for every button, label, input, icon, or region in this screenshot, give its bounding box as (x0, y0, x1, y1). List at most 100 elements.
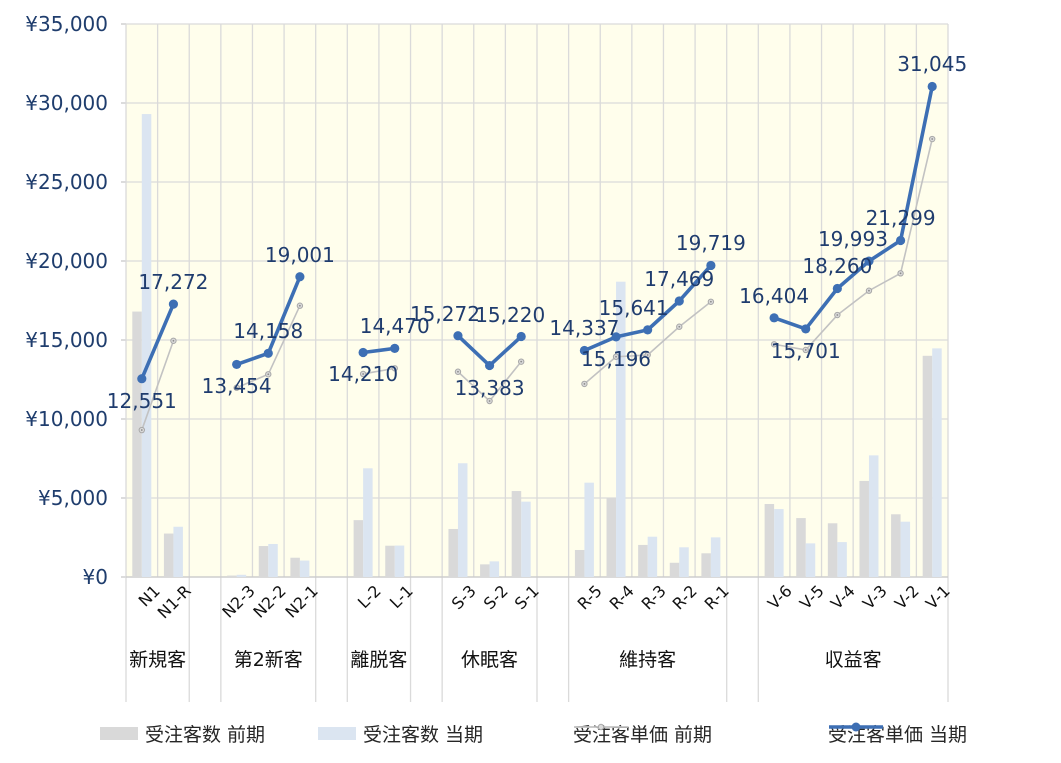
bar-curr-L-1[interactable] (394, 545, 405, 577)
marker-prev-dot (804, 349, 807, 351)
marker-curr-R-3[interactable] (643, 325, 653, 335)
bar-curr-V-3[interactable] (868, 455, 879, 577)
marker-curr-S-3[interactable] (453, 331, 463, 341)
data-label-S-3: 15,272 (409, 301, 480, 326)
bar-prev-V-1[interactable] (922, 355, 933, 577)
bar-prev-L-1[interactable] (385, 545, 395, 577)
bar-prev-V-2[interactable] (891, 514, 901, 577)
bar-prev-S-1[interactable] (511, 491, 522, 577)
bar-prev-R-3[interactable] (638, 544, 648, 577)
bar-curr-R-3[interactable] (647, 536, 658, 577)
bar-prev-N2-1[interactable] (290, 557, 300, 577)
legend-item-3[interactable]: 受注客単価 前期 (573, 720, 712, 746)
legend-label: 受注客数 前期 (145, 723, 266, 746)
line-curr-segment[interactable] (361, 346, 397, 355)
line-curr-segment[interactable] (140, 302, 176, 381)
line-prev-segment[interactable] (773, 138, 933, 351)
marker-prev-dot (362, 373, 365, 375)
legend-swatch-bar (100, 726, 138, 740)
bar-prev-R-5[interactable] (574, 549, 585, 577)
marker-prev-dot (709, 300, 712, 303)
bar-curr-R-5[interactable] (584, 482, 594, 577)
marker-prev-dot (678, 325, 681, 328)
line-curr-segment[interactable] (772, 84, 934, 331)
bar-prev-N2-3[interactable] (227, 575, 237, 577)
data-label-V-2: 21,299 (865, 206, 936, 231)
marker-curr-N2-2[interactable] (263, 348, 273, 358)
marker-curr-V-1[interactable] (927, 81, 937, 92)
marker-prev-dot (520, 360, 523, 363)
marker-curr-R-2[interactable] (674, 296, 684, 306)
bar-curr-N2-2[interactable] (268, 543, 278, 577)
legend-item-4[interactable]: 受注客単価 当期 (828, 720, 967, 746)
bar-prev-V-5[interactable] (796, 518, 806, 577)
marker-prev-dot (457, 370, 459, 373)
marker-curr-V-3[interactable] (864, 256, 874, 266)
bar-prev-L-2[interactable] (353, 520, 364, 577)
marker-curr-V-2[interactable] (895, 235, 906, 246)
bar-curr-V-2[interactable] (900, 521, 911, 577)
marker-prev-dot (931, 138, 934, 140)
marker-curr-N1[interactable] (137, 374, 147, 384)
y-axis-label: ¥30,000 (25, 91, 108, 115)
bar-prev-N1-R[interactable] (163, 533, 174, 577)
bar-curr-V-4[interactable] (837, 542, 847, 577)
marker-curr-L-2[interactable] (358, 347, 368, 358)
bar-prev-N2-2[interactable] (258, 546, 269, 577)
bar-prev-V-6[interactable] (764, 504, 775, 577)
y-axis-label: ¥35,000 (25, 12, 108, 36)
marker-prev-dot (172, 339, 175, 342)
marker-curr-R-5[interactable] (579, 345, 590, 356)
bar-prev-S-2[interactable] (480, 564, 490, 577)
bar-curr-V-5[interactable] (805, 543, 816, 577)
marker-curr-R-4[interactable] (611, 332, 621, 342)
bar-prev-N1[interactable] (132, 311, 142, 577)
data-label-V-5: 15,701 (770, 338, 841, 363)
data-label-V-4: 18,260 (802, 254, 873, 279)
data-label-V-6: 16,404 (739, 283, 810, 308)
marker-curr-V-4[interactable] (832, 283, 842, 294)
data-label-N1-R: 17,272 (138, 270, 209, 295)
bar-curr-L-2[interactable] (363, 468, 373, 577)
x-group-label: 第2新客 (233, 649, 303, 671)
bar-prev-R-1[interactable] (701, 553, 711, 577)
marker-curr-N2-3[interactable] (232, 359, 242, 370)
marker-curr-S-1[interactable] (516, 331, 526, 342)
y-axis-label: ¥20,000 (25, 249, 108, 273)
x-group-label: 維持客 (619, 649, 677, 671)
bar-curr-N2-3[interactable] (236, 574, 247, 577)
x-group-label: 離脱客 (350, 649, 408, 671)
bar-curr-S-3[interactable] (457, 463, 468, 577)
line-prev-segment[interactable] (141, 339, 175, 431)
marker-curr-S-2[interactable] (484, 360, 495, 371)
bar-prev-V-4[interactable] (827, 523, 838, 577)
line-prev-segment[interactable] (362, 367, 396, 375)
bar-curr-R-1[interactable] (710, 537, 721, 577)
marker-curr-R-1[interactable] (706, 260, 716, 271)
bar-prev-R-2[interactable] (669, 562, 680, 577)
legend-item-1[interactable]: 受注客数 前期 (100, 720, 265, 746)
bar-curr-N2-1[interactable] (299, 560, 310, 577)
bar-curr-V-6[interactable] (774, 509, 784, 577)
marker-curr-V-5[interactable] (801, 324, 811, 334)
data-label-R-1: 19,719 (675, 231, 746, 256)
bar-curr-N1[interactable] (141, 114, 152, 577)
bar-prev-S-3[interactable] (448, 528, 458, 577)
marker-curr-L-1[interactable] (390, 343, 400, 353)
bar-curr-N1-R[interactable] (173, 526, 183, 577)
bar-prev-V-3[interactable] (859, 480, 869, 577)
bar-curr-S-2[interactable] (489, 561, 500, 577)
bar-curr-V-1[interactable] (932, 348, 942, 577)
marker-curr-V-6[interactable] (769, 313, 779, 323)
bar-curr-S-1[interactable] (521, 501, 531, 577)
bar-curr-R-4[interactable] (616, 281, 626, 577)
bar-curr-R-2[interactable] (679, 547, 689, 577)
legend-label: 受注客単価 当期 (828, 723, 968, 746)
legend-item-2[interactable]: 受注客数 当期 (318, 720, 483, 746)
marker-curr-N1-R[interactable] (168, 299, 179, 309)
data-label-R-3: 15,641 (598, 295, 669, 320)
marker-curr-N2-1[interactable] (295, 272, 305, 282)
bar-prev-R-4[interactable] (606, 497, 617, 577)
